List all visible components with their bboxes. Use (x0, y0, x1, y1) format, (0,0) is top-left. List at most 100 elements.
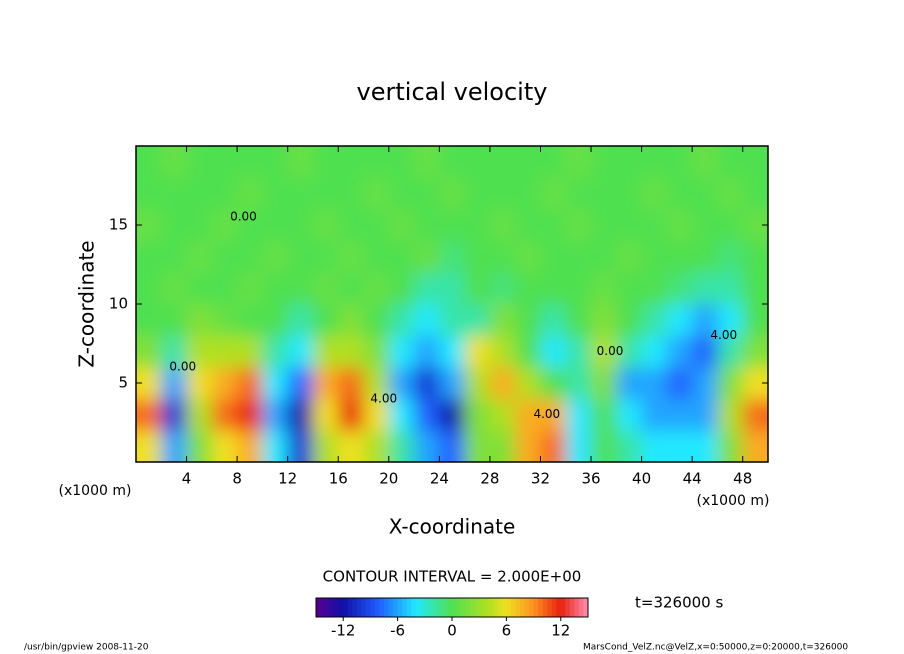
cell (186, 367, 213, 400)
cell (136, 177, 162, 210)
cell (186, 398, 213, 431)
cell (439, 240, 466, 273)
cell (262, 430, 289, 462)
axes: 0.004.004.000.000.004.004 8 12 16 20 24 28 32 36… (109, 145, 769, 640)
colorbar-segment (565, 598, 571, 617)
x-axis-label: X-coordinate (389, 515, 516, 539)
colorbar-segment (465, 598, 471, 617)
cell (237, 146, 263, 179)
cell (363, 398, 390, 431)
cell (287, 272, 314, 305)
colorbar-segment (474, 598, 480, 617)
cell (338, 240, 365, 273)
cell (388, 146, 415, 179)
colorbar-segment (533, 598, 539, 617)
x-tick-label: 48 (733, 470, 752, 488)
cell (515, 209, 541, 242)
x-tick-label: 32 (531, 470, 550, 488)
cell (489, 209, 516, 242)
cell (136, 335, 162, 368)
cell (565, 367, 592, 400)
colorbar-segment (456, 598, 462, 617)
cell (565, 335, 592, 368)
cell (186, 240, 213, 273)
cell (338, 430, 365, 462)
cell (591, 335, 617, 368)
colorbar-segment (556, 598, 562, 617)
x-tick-label: 16 (329, 470, 348, 488)
y-axis-label: Z-coordinate (75, 240, 99, 367)
cell (363, 177, 390, 210)
colorbar-segment (461, 598, 466, 617)
cell (666, 177, 693, 210)
cell (388, 398, 415, 431)
cell (742, 335, 768, 368)
cell (136, 430, 162, 462)
contour-note: CONTOUR INTERVAL = 2.000E+00 (323, 568, 582, 586)
cell (363, 146, 390, 179)
cell (287, 304, 314, 337)
cell (464, 398, 491, 431)
cell (388, 304, 415, 337)
contour-label: 4.00 (370, 391, 397, 405)
colorbar-tick-label: 0 (447, 622, 457, 640)
colorbar-segment (420, 598, 426, 617)
cell (692, 209, 718, 242)
contour-label: 0.00 (169, 360, 196, 374)
cell (692, 367, 718, 400)
cell (388, 272, 415, 305)
cell (439, 398, 466, 431)
colorbar-tick-label: 12 (551, 622, 570, 640)
cell (515, 430, 541, 462)
cell (717, 146, 744, 179)
colorbar-segment (320, 598, 326, 617)
cell (464, 304, 491, 337)
colorbar-segment (406, 598, 412, 617)
cell (439, 177, 466, 210)
colorbar-segment (352, 598, 358, 617)
cell (489, 335, 516, 368)
colorbar-segment (574, 598, 580, 617)
cell (338, 367, 365, 400)
cell (641, 240, 668, 273)
cell (388, 240, 415, 273)
cell (312, 304, 339, 337)
cell (540, 335, 567, 368)
cell (641, 304, 668, 337)
colorbar-segment (501, 598, 507, 617)
colorbar-segment (538, 598, 544, 617)
cell (565, 398, 592, 431)
cell (439, 146, 466, 179)
cell (186, 146, 213, 179)
cell (211, 430, 238, 462)
cell (540, 367, 567, 400)
cell (666, 367, 693, 400)
cell (692, 335, 718, 368)
cell (388, 177, 415, 210)
cell (616, 240, 643, 273)
cell (515, 335, 541, 368)
cell (616, 430, 643, 462)
cells (136, 146, 768, 462)
y-tick-label: 15 (109, 216, 128, 234)
cell (540, 272, 567, 305)
cell (641, 398, 668, 431)
cell (186, 304, 213, 337)
cell (312, 177, 339, 210)
cell (237, 240, 263, 273)
cell (287, 367, 314, 400)
cell (666, 304, 693, 337)
cell (489, 177, 516, 210)
cell (439, 304, 466, 337)
cell (414, 177, 440, 210)
cell (591, 209, 617, 242)
colorbar-segment (411, 598, 417, 617)
cell (414, 367, 440, 400)
colorbar-segment (447, 598, 453, 617)
cell (565, 209, 592, 242)
cell (591, 177, 617, 210)
cell (464, 430, 491, 462)
cell (717, 367, 744, 400)
cell (338, 146, 365, 179)
